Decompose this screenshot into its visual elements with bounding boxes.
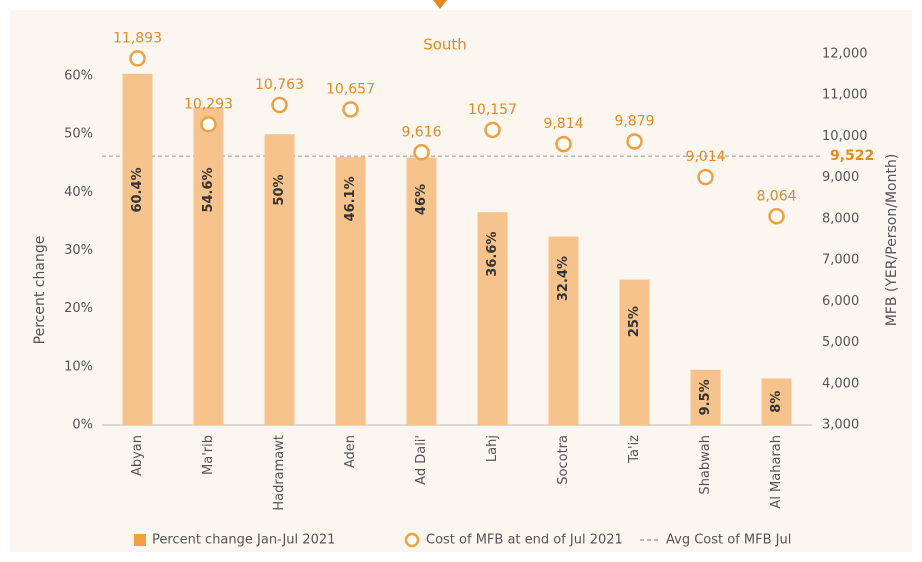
x-tick-label: Abyan [130,435,145,476]
marker-value-label: 11,893 [113,30,162,46]
y2-tick-label: 9,000 [822,170,859,185]
legend-label: Cost of MFB at end of Jul 2021 [426,533,623,548]
x-tick-label: Aden [343,435,358,468]
marker-value-label: 10,657 [326,81,375,97]
marker [129,50,146,67]
legend-swatch [404,532,420,548]
x-tick-label: Socotra [556,435,571,485]
bar [761,378,792,425]
marker [768,208,785,225]
y-tick-label: 50% [64,127,93,142]
bar-value-label: 32.4% [556,256,571,301]
chart-title: South [423,36,467,54]
y-tick-label: 20% [64,301,93,316]
bar-value-label: 54.6% [201,167,216,212]
marker-value-label: 9,014 [685,149,725,165]
pointer [433,0,447,9]
bar [619,279,650,425]
y2-axis-label: MFB (YER/Person/Month) [884,154,900,327]
marker-value-label: 9,879 [614,113,654,129]
x-tick-label: Ma'rib [201,435,216,475]
marker [200,116,217,133]
marker [413,144,430,161]
bar-value-label: 46% [414,184,429,215]
y2-tick-label: 12,000 [822,47,868,62]
y-tick-label: 0% [72,418,93,433]
marker-value-label: 10,763 [255,77,304,93]
bar-value-label: 8% [769,391,784,413]
y-tick-label: 60% [64,69,93,84]
x-tick-label: Shabwah [698,435,713,495]
y2-tick-label: 7,000 [822,253,859,268]
bar [122,73,153,426]
marker [697,168,714,186]
marker-value-label: 9,814 [543,116,583,132]
bar-value-label: 25% [627,306,642,337]
marker-value-label: 10,157 [468,102,517,118]
bar [477,212,508,425]
y2-tick-label: 4,000 [822,376,859,391]
marker [626,133,643,150]
x-tick-label: Lahj [485,435,500,462]
bar [264,134,295,425]
y2-tick-label: 8,000 [822,211,859,226]
bar-value-label: 36.6% [485,232,500,277]
y2-tick-label: 6,000 [822,294,859,309]
reference-label: 9,522 [830,148,874,164]
legend-label: Percent change Jan-Jul 2021 [152,533,335,548]
y2-tick-label: 10,000 [822,129,868,144]
bar-value-label: 9.5% [698,379,713,415]
y-tick-label: 10% [64,359,93,374]
x-tick-label: Ta'iz [627,435,642,464]
bar [406,157,437,425]
y2-tick-label: 11,000 [822,88,868,103]
y-tick-label: 40% [64,185,93,200]
bar [193,107,224,425]
bar-value-label: 60.4% [130,167,145,212]
marker-value-label: 9,616 [401,124,441,140]
y-axis-label: Percent change [32,236,48,345]
bar [335,156,366,425]
marker [271,96,288,114]
y2-tick-label: 5,000 [822,335,859,350]
marker-value-label: 10,293 [184,96,233,112]
legend-swatch [134,534,146,546]
marker-value-label: 8,064 [756,188,796,204]
marker [484,121,501,139]
marker [342,101,359,118]
marker [555,135,572,153]
bar-value-label: 50% [272,174,287,205]
bar [548,236,579,425]
bar [690,369,721,425]
legend-label: Avg Cost of MFB Jul [666,533,791,548]
y2-tick-label: 3,000 [822,418,859,433]
x-tick-label: Hadramawt [272,435,287,511]
y-tick-label: 30% [64,243,93,258]
bar-value-label: 46.1% [343,176,358,221]
panel [10,10,912,552]
x-tick-label: Ad Dali' [414,435,429,485]
x-tick-label: Al Maharah [769,435,784,509]
